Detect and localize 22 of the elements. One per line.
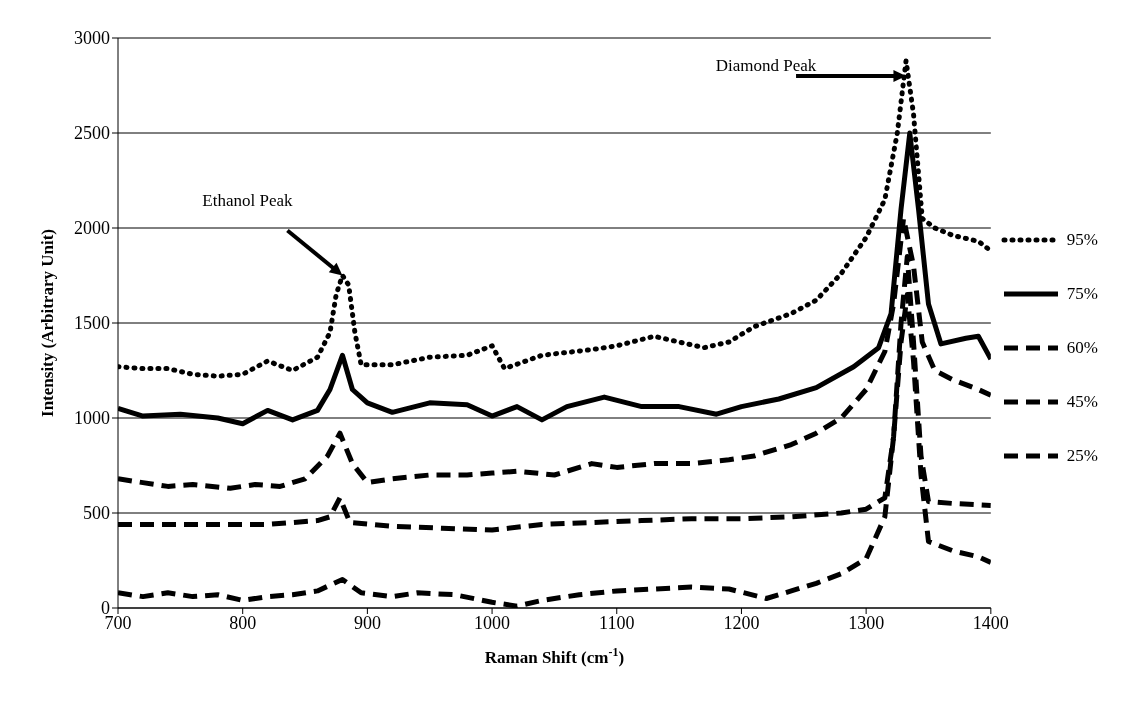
y-tick-label: 2500 (74, 123, 110, 144)
x-tick-label: 800 (229, 612, 257, 633)
y-tick-label: 2000 (74, 218, 110, 239)
x-tick-label: 900 (353, 612, 381, 633)
x-axis-title: Raman Shift (cm$^{-1}$) (484, 645, 625, 667)
x-tick-label: 1300 (848, 612, 885, 633)
annotation: Diamond Peak (715, 56, 817, 75)
x-tick-label: 1000 (474, 612, 511, 633)
legend-label: 45% (1066, 392, 1098, 412)
y-tick-label: 3000 (74, 28, 110, 49)
legend-label: 75% (1066, 284, 1098, 304)
annotation: Ethanol Peak (202, 190, 294, 210)
y-tick-label: 1500 (74, 313, 110, 334)
x-tick-label: 1100 (599, 612, 635, 633)
legend-label: 25% (1066, 446, 1098, 466)
y-axis-title: Intensity (Arbitrary Unit) (38, 229, 57, 417)
y-tick-label: 500 (83, 503, 110, 524)
x-tick-label: 1400 (972, 612, 1009, 633)
y-tick-label: 1000 (74, 408, 110, 429)
x-tick-label: 1200 (723, 612, 760, 633)
legend-label: 60% (1066, 338, 1098, 358)
legend-label: 95% (1066, 230, 1098, 250)
